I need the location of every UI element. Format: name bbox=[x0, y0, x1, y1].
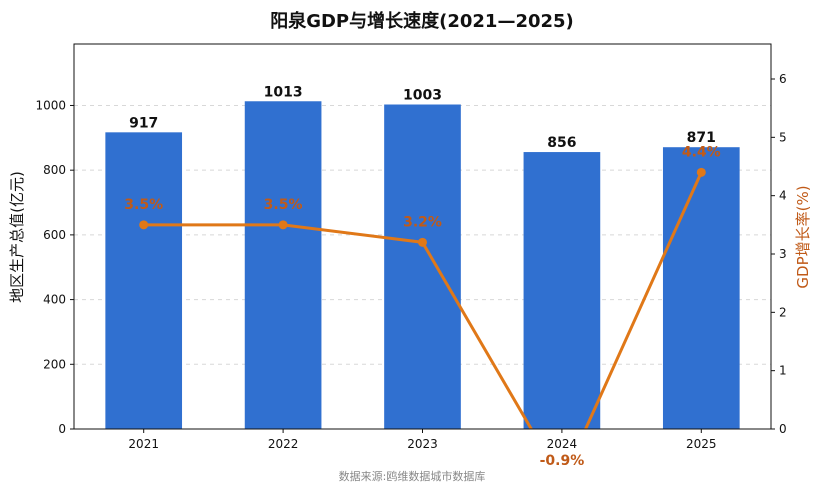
bar-2023 bbox=[384, 104, 461, 429]
bar-series bbox=[105, 101, 740, 430]
bar-2024 bbox=[523, 152, 601, 429]
y2-tick-label: 3 bbox=[779, 247, 787, 261]
growth-point-2021 bbox=[139, 220, 149, 230]
bar-value-label: 917 bbox=[129, 115, 158, 131]
bar-2021 bbox=[105, 132, 183, 429]
axes: 0 200 400 600 800 1000 0 1 2 3 4 5 6 2021 2022 2023 2024… bbox=[35, 43, 787, 451]
bar-value-label: 856 bbox=[547, 135, 576, 151]
bar-2022 bbox=[244, 101, 322, 429]
y-tick-label: 800 bbox=[43, 163, 66, 177]
growth-point-2023 bbox=[418, 237, 427, 247]
bar-value-label: 871 bbox=[687, 130, 716, 146]
y2-tick-label: 0 bbox=[779, 422, 787, 436]
x-tick-label: 2021 bbox=[128, 437, 159, 451]
growth-point-2025 bbox=[696, 167, 706, 177]
bar-value-label: 1013 bbox=[264, 84, 303, 100]
growth-value-label: 3.2% bbox=[403, 214, 442, 230]
y-tick-label: 200 bbox=[43, 357, 66, 371]
growth-value-label: 3.5% bbox=[124, 197, 163, 213]
y2-tick-label: 5 bbox=[779, 130, 787, 144]
y-tick-label: 1000 bbox=[35, 98, 66, 112]
growth-value-label: 4.4% bbox=[682, 144, 721, 160]
y-tick-label: 0 bbox=[58, 422, 66, 436]
data-labels: 917 1013 1003 856 871 3.5% 3.5% 3.2% -0.9% 4.4% bbox=[124, 84, 720, 469]
x-tick-label: 2024 bbox=[547, 437, 578, 451]
growth-point-2022 bbox=[278, 220, 288, 230]
y2-tick-label: 1 bbox=[779, 364, 787, 378]
growth-line-series bbox=[139, 167, 706, 429]
y-axis-title: 地区生产总值(亿元) bbox=[8, 171, 26, 303]
y2-tick-label: 4 bbox=[779, 189, 787, 203]
y-tick-label: 600 bbox=[43, 228, 66, 242]
y2-tick-label: 6 bbox=[779, 72, 787, 86]
growth-value-label: 3.5% bbox=[264, 197, 303, 213]
chart-title: 阳泉GDP与增长速度(2021—2025) bbox=[270, 10, 574, 32]
growth-value-label: -0.9% bbox=[540, 453, 585, 469]
bar-2025 bbox=[662, 147, 740, 430]
y-tick-label: 400 bbox=[43, 293, 66, 307]
x-tick-label: 2025 bbox=[686, 437, 717, 451]
source-note: 数据来源:鸥维数据城市数据库 bbox=[339, 469, 486, 483]
y2-tick-label: 2 bbox=[779, 305, 787, 319]
x-tick-label: 2023 bbox=[407, 437, 438, 451]
y2-axis-title: GDP增长率(%) bbox=[794, 185, 812, 288]
x-tick-label: 2022 bbox=[268, 437, 299, 451]
bar-value-label: 1003 bbox=[403, 88, 442, 104]
